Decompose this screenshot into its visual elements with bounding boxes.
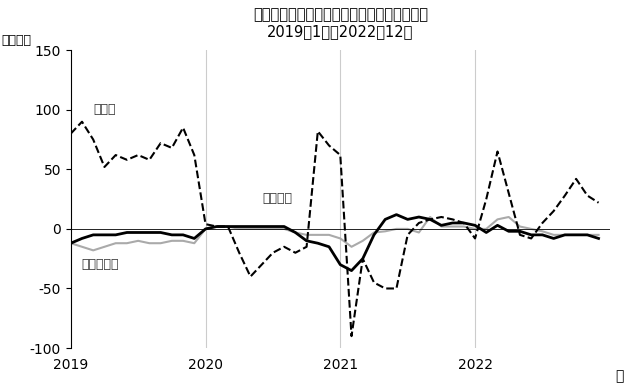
- Text: 雇用者: 雇用者: [94, 103, 116, 116]
- Text: 年: 年: [615, 369, 624, 383]
- Y-axis label: （万人）: （万人）: [2, 34, 32, 47]
- Text: 自営業主: 自営業主: [262, 191, 292, 204]
- Title: 従業上の地位別就業者数（対前年同月増減）
2019年1月～2022年12月: 従業上の地位別就業者数（対前年同月増減） 2019年1月～2022年12月: [253, 7, 428, 39]
- Text: 家族従業者: 家族従業者: [81, 258, 119, 271]
